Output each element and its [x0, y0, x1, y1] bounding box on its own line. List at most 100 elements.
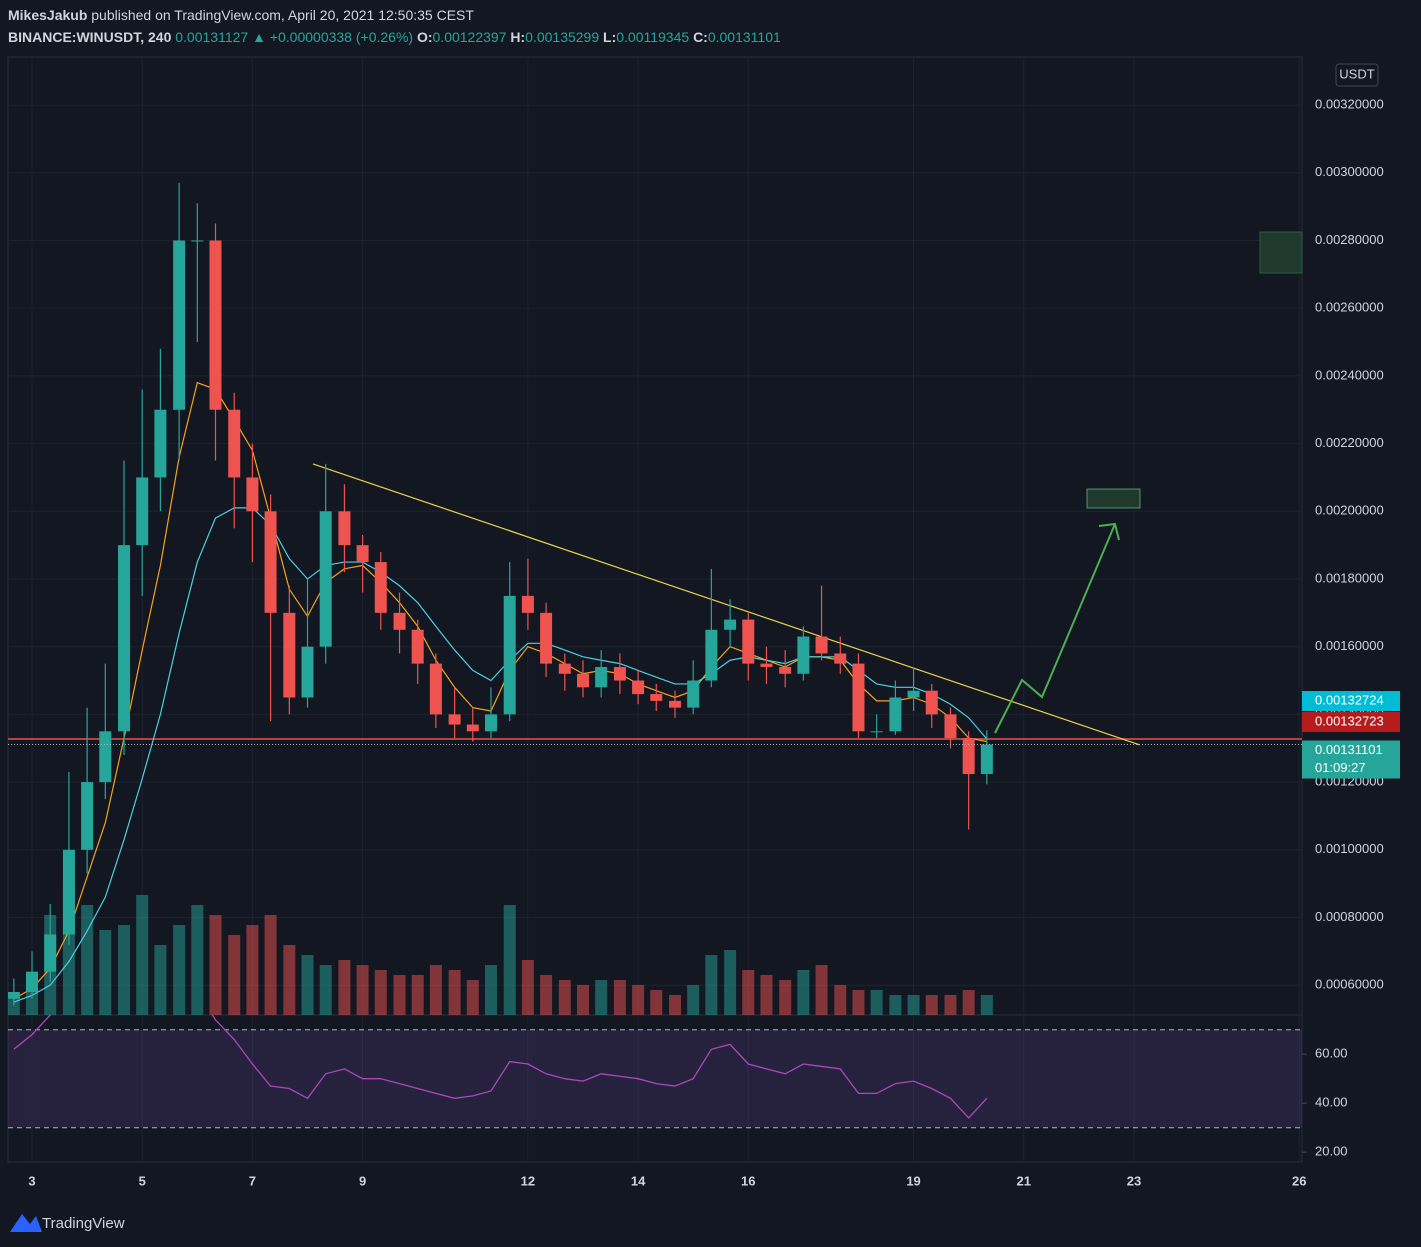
- volume-bar: [466, 980, 479, 1015]
- candle-body: [173, 240, 186, 410]
- candle-body: [705, 629, 718, 681]
- volume-bar: [980, 995, 993, 1015]
- rsi-band: [8, 1029, 1302, 1128]
- volume-bar: [81, 905, 94, 1015]
- candle-body: [429, 663, 442, 715]
- candle-body: [815, 636, 828, 654]
- y-tick-label: 0.00200000: [1315, 503, 1384, 518]
- last: 0.00131127: [175, 29, 248, 45]
- volume-bar: [283, 945, 296, 1015]
- price-label: 0.00131101: [1315, 742, 1383, 757]
- y-tick-label: 0.00220000: [1315, 435, 1384, 450]
- x-tick-label: 19: [906, 1173, 920, 1188]
- volume-bar: [154, 945, 167, 1015]
- header-line1: MikesJakub published on TradingView.com,…: [8, 7, 474, 23]
- candle-body: [962, 738, 975, 774]
- volume-bar: [393, 975, 406, 1015]
- y-tick-label: 0.00080000: [1315, 909, 1384, 924]
- candle-body: [870, 731, 883, 733]
- volume-bar: [944, 995, 957, 1015]
- volume-bar: [650, 990, 663, 1015]
- price-label-box: [1302, 691, 1400, 712]
- symbol: BINANCE:WINUSDT, 240: [8, 29, 172, 45]
- volume-bar: [613, 980, 626, 1015]
- candle-body: [466, 724, 479, 732]
- volume-bar: [724, 950, 737, 1015]
- volume-bar: [760, 975, 773, 1015]
- y-tick-label: 0.00240000: [1315, 367, 1384, 382]
- candle-body: [26, 971, 39, 992]
- candle-body: [852, 663, 865, 732]
- target-box: [1086, 488, 1141, 509]
- volume-bar: [742, 970, 755, 1015]
- volume-bar: [632, 985, 645, 1015]
- y-tick-label: 0.00320000: [1315, 97, 1384, 112]
- candle-body: [540, 612, 553, 664]
- candle-body: [264, 511, 277, 613]
- volume-bar: [356, 965, 369, 1015]
- arrow: ▲: [252, 29, 266, 45]
- volume-bar: [595, 980, 608, 1015]
- rsi-tick-label: 20.00: [1315, 1144, 1348, 1159]
- candle-body: [44, 934, 57, 972]
- volume-bar: [191, 905, 204, 1015]
- candle-body: [118, 545, 131, 732]
- candle-body: [889, 697, 902, 732]
- volume-bar: [173, 925, 186, 1015]
- volume-bar: [228, 935, 241, 1015]
- volume-bar: [558, 980, 571, 1015]
- candle-body: [980, 744, 993, 774]
- rsi-line: [13, 1015, 988, 1119]
- x-tick-label: 3: [28, 1173, 35, 1188]
- y-tick-label: 0.00180000: [1315, 570, 1384, 585]
- volume-bar: [576, 985, 589, 1015]
- volume-bar: [209, 915, 222, 1015]
- candle-body: [8, 991, 20, 999]
- candle-body: [393, 612, 406, 630]
- candle-body: [779, 667, 792, 674]
- candle-body: [136, 477, 149, 546]
- price-label: 0.00132723: [1315, 713, 1384, 728]
- price-label-box: [1302, 740, 1400, 779]
- y-tick-label: 0.00100000: [1315, 841, 1384, 856]
- candle-body: [338, 511, 351, 546]
- volume-bar: [815, 965, 828, 1015]
- currency-box: [1335, 63, 1379, 87]
- candle-body: [650, 694, 663, 701]
- candle-body: [687, 680, 700, 708]
- volume-bar: [503, 905, 516, 1015]
- volume-bar: [834, 985, 847, 1015]
- rsi-pane: [8, 1015, 1302, 1129]
- candle-body: [191, 240, 204, 242]
- volume-bar: [962, 990, 975, 1015]
- price-pane: [8, 182, 1302, 1015]
- countdown: 01:09:27: [1315, 760, 1366, 775]
- trendline: [312, 463, 1140, 746]
- l-label: L:: [603, 29, 616, 45]
- rsi-tick-label: 40.00: [1315, 1095, 1348, 1110]
- volume-bar: [705, 955, 718, 1015]
- published: published on TradingView.com, April 20, …: [91, 7, 474, 23]
- candle-body: [632, 680, 645, 695]
- x-tick-label: 23: [1127, 1173, 1141, 1188]
- rsi-tick-label: 60.00: [1315, 1046, 1348, 1061]
- volume-bar: [889, 995, 902, 1015]
- volume-bar: [118, 925, 131, 1015]
- volume-bar: [429, 965, 442, 1015]
- change: +0.00000338 (+0.26%): [270, 29, 413, 45]
- x-tick-label: 5: [139, 1173, 146, 1188]
- moving-average: [13, 507, 988, 1003]
- candle-body: [925, 690, 938, 715]
- candle-body: [99, 731, 112, 783]
- x-tick-label: 9: [359, 1173, 366, 1188]
- x-tick-label: 16: [741, 1173, 755, 1188]
- volume-bar: [521, 960, 534, 1015]
- volume-bar: [374, 970, 387, 1015]
- candle-body: [246, 477, 259, 512]
- candle-body: [154, 409, 167, 478]
- candle-body: [62, 849, 75, 935]
- h: 0.00135299: [525, 29, 599, 45]
- candle-body: [944, 714, 957, 739]
